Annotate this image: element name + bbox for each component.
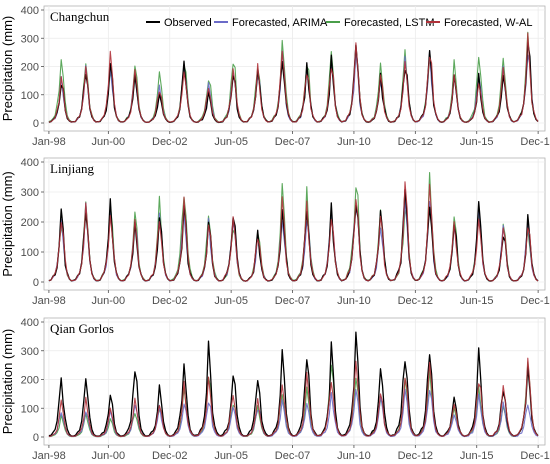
x-tick-label: Dec-02 — [152, 450, 187, 462]
x-tick-label: Dec-07 — [275, 136, 310, 148]
series-line-forecasted-w-al — [48, 32, 539, 123]
x-tick-label: Dec-12 — [398, 136, 433, 148]
x-tick-label: Dec-17 — [520, 295, 550, 307]
x-tick-label: Jun-00 — [92, 295, 126, 307]
legend-label: Observed — [164, 17, 212, 29]
y-axis-label: Precipitation (mm) — [0, 171, 15, 276]
x-tick-label: Jun-05 — [214, 295, 248, 307]
y-tick-label: 0 — [33, 432, 39, 444]
x-tick-label: Jun-00 — [92, 450, 126, 462]
y-tick-label: 300 — [21, 33, 39, 45]
x-tick-label: Jun-15 — [460, 295, 494, 307]
panel-2: 0 100 200 300 400 Jan-98 Jun-00 Dec-02 Jun-05 Dec… — [0, 317, 550, 462]
y-tick-label: 0 — [33, 277, 39, 289]
x-tick-label: Dec-07 — [275, 450, 310, 462]
panel-frame — [43, 5, 546, 132]
legend-item: Forecasted, LSTM — [326, 17, 434, 29]
panel-frame — [43, 157, 546, 291]
y-tick-label: 100 — [21, 247, 39, 259]
x-tick-label: Dec-02 — [152, 136, 187, 148]
x-tick-label: Jan-98 — [32, 136, 66, 148]
y-tick-label: 400 — [21, 5, 39, 17]
y-tick-label: 200 — [21, 62, 39, 74]
y-tick-label: 200 — [21, 375, 39, 387]
x-tick-label: Jan-98 — [32, 295, 66, 307]
y-tick-label: 200 — [21, 217, 39, 229]
x-tick-label: Jun-10 — [337, 136, 371, 148]
x-tick-label: Jun-05 — [214, 136, 248, 148]
panel-1: 0 100 200 300 400 Jan-98 Jun-00 Dec-02 Jun-05 Dec… — [0, 157, 550, 307]
x-tick-label: Dec-17 — [520, 136, 550, 148]
y-tick-label: 400 — [21, 157, 39, 169]
site-label: Qian Gorlos — [50, 321, 114, 336]
x-tick-label: Jan-98 — [32, 450, 66, 462]
x-tick-label: Dec-17 — [520, 450, 550, 462]
y-axis-label: Precipitation (mm) — [0, 16, 15, 121]
legend-item: Forecasted, W-AL — [426, 17, 532, 29]
y-tick-label: 0 — [33, 118, 39, 130]
panel-0: 0 100 200 300 400 Jan-98 Jun-00 Dec-02 Jun-05 Dec… — [0, 5, 550, 148]
legend-item: Forecasted, ARIMA — [214, 17, 328, 29]
y-tick-label: 300 — [21, 346, 39, 358]
site-label: Linjiang — [50, 161, 95, 176]
panel-frame — [43, 317, 546, 446]
legend-label: Forecasted, LSTM — [344, 17, 434, 29]
x-tick-label: Jun-10 — [337, 295, 371, 307]
series-line-forecasted-w-al — [48, 181, 539, 282]
series-line-forecasted-w-al — [48, 357, 539, 437]
x-tick-label: Jun-10 — [337, 450, 371, 462]
legend-label: Forecasted, ARIMA — [232, 17, 328, 29]
x-tick-label: Jun-15 — [460, 136, 494, 148]
x-tick-label: Jun-05 — [214, 450, 248, 462]
x-tick-label: Dec-12 — [398, 295, 433, 307]
legend-item: Observed — [146, 17, 212, 29]
legend-label: Forecasted, W-AL — [444, 17, 532, 29]
x-tick-label: Jun-15 — [460, 450, 494, 462]
y-tick-label: 400 — [21, 317, 39, 329]
x-tick-label: Dec-12 — [398, 450, 433, 462]
x-tick-label: Jun-00 — [92, 136, 126, 148]
x-tick-label: Dec-02 — [152, 295, 187, 307]
y-tick-label: 100 — [21, 90, 39, 102]
y-tick-label: 300 — [21, 187, 39, 199]
y-axis-label: Precipitation (mm) — [0, 329, 15, 434]
x-tick-label: Dec-07 — [275, 295, 310, 307]
site-label: Changchun — [50, 9, 110, 24]
y-tick-label: 100 — [21, 403, 39, 415]
